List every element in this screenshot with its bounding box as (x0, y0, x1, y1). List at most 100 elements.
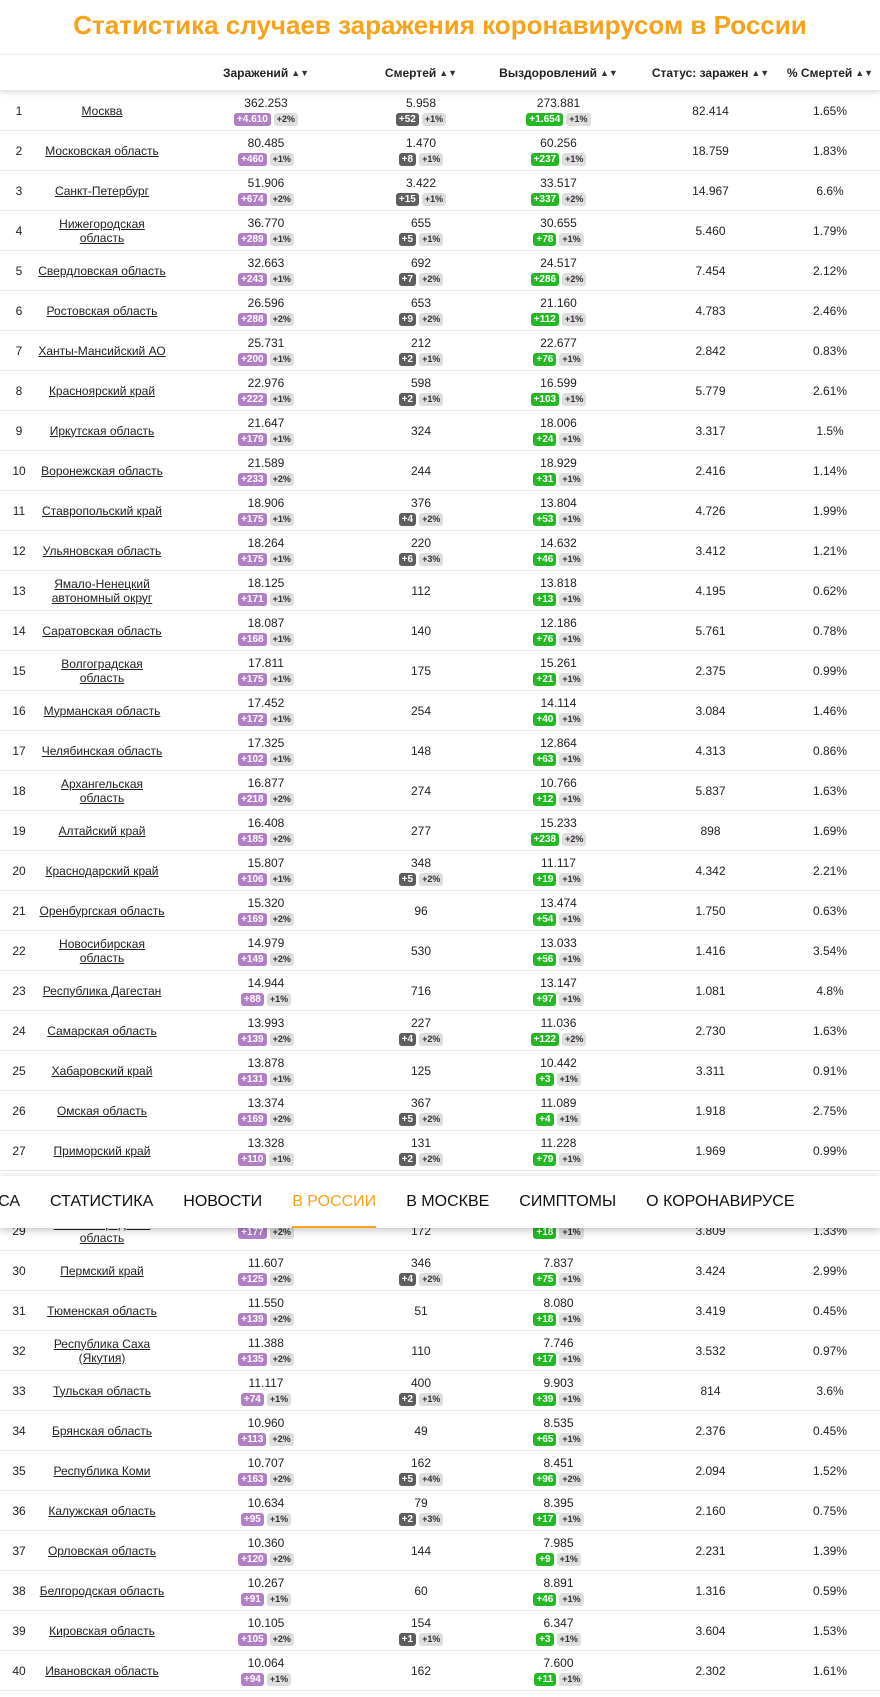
recovered-value: 13.804 (540, 495, 577, 510)
recovered-cell: 13.804 +53 +1% (476, 490, 641, 531)
infected-delta-badge: +113 (238, 1432, 267, 1446)
col-header-death-rate[interactable]: % Смертей ▲▼ (780, 54, 880, 91)
region-cell: Архангельская область (38, 770, 166, 811)
region-link[interactable]: Москва (81, 103, 123, 118)
row-number: 18 (0, 770, 38, 811)
region-link[interactable]: Республика Коми (53, 1463, 151, 1478)
death-rate-cell: 0.63% (780, 890, 880, 931)
region-link[interactable]: Алтайский край (58, 823, 146, 838)
region-link[interactable]: Республика Дагестан (42, 983, 162, 998)
region-link[interactable]: Калужская область (48, 1503, 156, 1518)
col-header-recovered[interactable]: Выздоровлений ▲▼ (476, 54, 641, 91)
deaths-cell: 653 +9 +2% (366, 290, 476, 331)
region-link[interactable]: Иркутская область (49, 423, 155, 438)
active-cell: 4.342 (641, 850, 780, 891)
active-cell: 5.761 (641, 610, 780, 651)
sort-arrows-icon[interactable]: ▲▼ (600, 67, 618, 78)
deaths-delta: +52 +1% (395, 111, 447, 126)
region-link[interactable]: Волгоградская область (61, 656, 143, 685)
recovered-percent-badge: +1% (561, 312, 587, 326)
nav-item[interactable]: уса (0, 1193, 21, 1210)
nav-item[interactable]: О коронавирусе (646, 1193, 795, 1210)
region-link[interactable]: Архангельская область (60, 776, 144, 805)
region-link[interactable]: Санкт-Петербург (54, 183, 150, 198)
infected-value: 14.979 (247, 935, 285, 950)
recovered-cell: 24.517 +286 +2% (476, 250, 641, 291)
region-link[interactable]: Ставропольский край (42, 503, 162, 518)
recovered-delta-badge: +65 (533, 1432, 557, 1446)
deaths-value: 60 (414, 1583, 428, 1598)
nav-item[interactable]: В России (292, 1176, 377, 1228)
deaths-percent-badge: +1% (419, 152, 444, 166)
region-link[interactable]: Новосибирская область (59, 936, 145, 965)
col-header-deaths[interactable]: Смертей ▲▼ (366, 54, 476, 91)
deaths-cell: 131 +2 +2% (366, 1130, 476, 1171)
infected-value: 21.589 (247, 455, 285, 470)
recovered-percent-badge: +1% (559, 1432, 584, 1446)
sort-arrows-icon[interactable]: ▲▼ (751, 67, 770, 78)
deaths-delta: +1 +1% (398, 1631, 444, 1646)
region-link[interactable]: Орловская область (47, 1543, 157, 1558)
col-header-active[interactable]: Статус: заражен ▲▼ (641, 54, 780, 91)
deaths-percent-badge: +4% (419, 1472, 444, 1486)
region-link[interactable]: Белгородская область (39, 1583, 165, 1598)
region-link[interactable]: Брянская область (52, 1423, 152, 1438)
region-link[interactable]: Воронежская область (41, 463, 163, 478)
infected-value: 18.087 (247, 615, 285, 630)
nav-item[interactable]: В Москве (406, 1193, 490, 1210)
region-link[interactable]: Ульяновская область (42, 543, 162, 558)
recovered-cell: 16.599 +103 +1% (476, 370, 641, 411)
infected-delta-badge: +105 (238, 1632, 267, 1646)
sort-arrows-icon[interactable]: ▲▼ (855, 67, 874, 78)
region-link[interactable]: Краснодарский край (45, 863, 159, 878)
nav-item[interactable]: Статистика (50, 1193, 154, 1210)
infected-delta: +131 +1% (238, 1071, 294, 1086)
region-link[interactable]: Красноярский край (48, 383, 156, 398)
deaths-value: 254 (410, 703, 432, 718)
region-link[interactable]: Хабаровский край (51, 1063, 153, 1078)
region-cell: Алтайский край (38, 810, 166, 851)
infected-delta: +120 +2% (238, 1551, 294, 1566)
deaths-percent-badge: +2% (419, 272, 444, 286)
col-header-infected[interactable]: Заражений ▲▼ (166, 54, 366, 91)
region-link[interactable]: Нижегородская область (59, 216, 145, 245)
region-link[interactable]: Мурманская область (43, 703, 161, 718)
region-link[interactable]: Пермский край (60, 1263, 144, 1278)
region-link[interactable]: Свердловская область (38, 263, 166, 278)
region-link[interactable]: Ямало-Ненецкий автономный округ (51, 576, 153, 605)
region-link[interactable]: Тульская область (52, 1383, 152, 1398)
death-rate-cell: 0.78% (780, 610, 880, 651)
recovered-delta: +78 +1% (533, 231, 584, 246)
infected-value: 14.944 (247, 975, 285, 990)
region-link[interactable]: Саратовская область (42, 623, 162, 638)
deaths-cell: 3.422 +15 +1% (366, 170, 476, 211)
nav-item[interactable]: Симптомы (519, 1193, 617, 1210)
region-link[interactable]: Самарская область (47, 1023, 157, 1038)
region-link[interactable]: Ханты-Мансийский АО (38, 343, 166, 358)
region-link[interactable]: Ивановская область (45, 1663, 159, 1678)
region-link[interactable]: Республика Саха (Якутия) (53, 1336, 151, 1365)
nav-item[interactable]: Новости (183, 1193, 263, 1210)
death-rate-cell: 2.21% (780, 850, 880, 891)
region-link[interactable]: Омская область (56, 1103, 148, 1118)
region-link[interactable]: Московская область (45, 143, 159, 158)
region-link[interactable]: Приморский край (53, 1143, 151, 1158)
region-link[interactable]: Челябинская область (41, 743, 163, 758)
col-header-recovered-label: Выздоровлений (499, 65, 598, 80)
deaths-delta: +4 +2% (398, 1031, 444, 1046)
region-link[interactable]: Тюменская область (47, 1303, 157, 1318)
recovered-value: 7.837 (543, 1255, 574, 1270)
infected-delta: +125 +2% (238, 1271, 294, 1286)
sort-arrows-icon[interactable]: ▲▼ (291, 67, 310, 78)
active-cell: 18.759 (641, 130, 780, 171)
recovered-cell: 15.261 +21 +1% (476, 650, 641, 691)
infected-delta-badge: +289 (238, 232, 267, 246)
deaths-delta: +2 +1% (398, 1391, 444, 1406)
region-link[interactable]: Ростовская область (46, 303, 158, 318)
region-link[interactable]: Кировская область (49, 1623, 155, 1638)
region-link[interactable]: Оренбургская область (39, 903, 165, 918)
infected-percent-badge: +2% (269, 1472, 294, 1486)
sort-arrows-icon[interactable]: ▲▼ (439, 67, 458, 78)
infected-value: 10.634 (247, 1495, 285, 1510)
deaths-percent-badge: +2% (419, 1152, 444, 1166)
